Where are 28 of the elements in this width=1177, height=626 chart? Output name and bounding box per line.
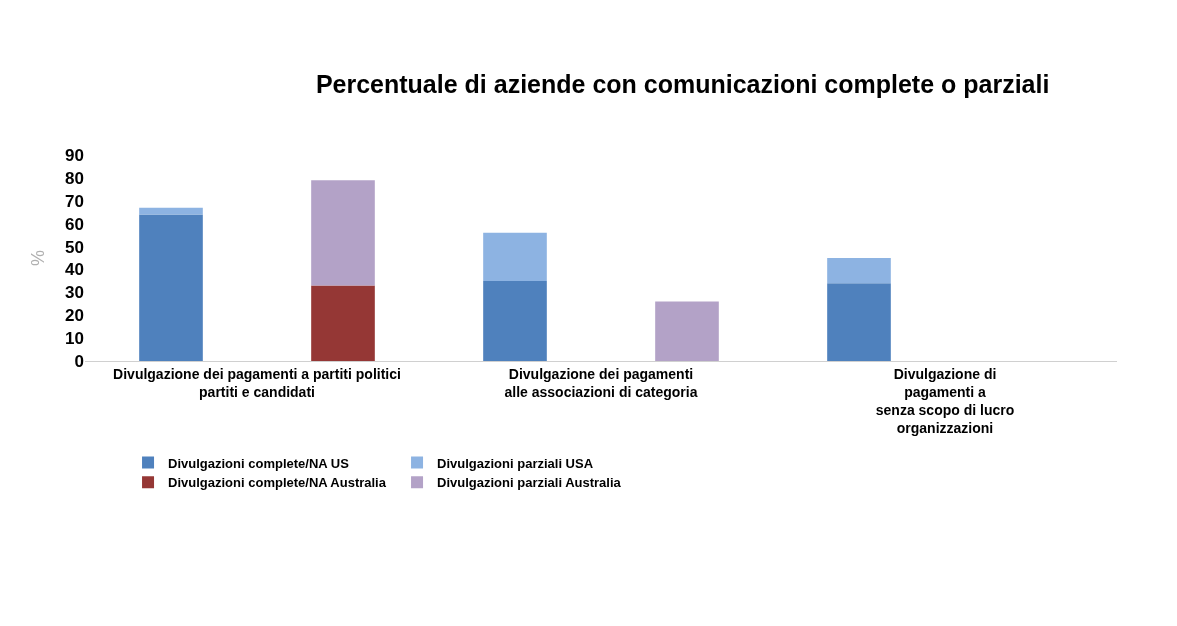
y-tick-label: 50 xyxy=(65,237,84,257)
legend-label: Divulgazioni parziali USA xyxy=(437,455,594,471)
chart-title: Percentuale di aziende con comunicazioni complete o parziali xyxy=(315,69,1050,98)
legend-label: Divulgazioni complete/NA US xyxy=(168,455,350,471)
y-tick-label: 20 xyxy=(65,306,84,326)
y-tick-label: 0 xyxy=(74,351,84,371)
y-tick-label: 80 xyxy=(65,168,84,188)
bar xyxy=(139,214,203,361)
x-tick-label: Divulgazione di pagamenti a senza scopo di lucro organizzazioni xyxy=(875,365,1015,437)
legend-label: Divulgazioni complete/NA Australia xyxy=(168,475,387,491)
y-tick-label: 30 xyxy=(65,283,84,303)
bar xyxy=(483,280,547,361)
bar xyxy=(139,207,203,215)
bar xyxy=(655,301,719,361)
y-tick-label: 10 xyxy=(65,329,84,349)
bar xyxy=(827,283,891,361)
x-tick-label: Divulgazione dei pagamenti a partiti politici partiti e candidati xyxy=(113,365,401,400)
bar xyxy=(827,258,891,284)
bar xyxy=(483,232,547,281)
y-tick-label: 40 xyxy=(65,260,84,280)
bar xyxy=(311,285,375,361)
y-tick-label: 90 xyxy=(65,145,84,165)
y-axis-title: % xyxy=(28,249,49,267)
y-tick-label: 60 xyxy=(65,214,84,234)
bar xyxy=(311,180,375,286)
legend-label: Divulgazioni parziali Australia xyxy=(437,475,622,491)
y-tick-label: 70 xyxy=(65,191,84,211)
x-tick-label: Divulgazione dei pagamenti alle associazioni di categoria xyxy=(504,365,698,400)
